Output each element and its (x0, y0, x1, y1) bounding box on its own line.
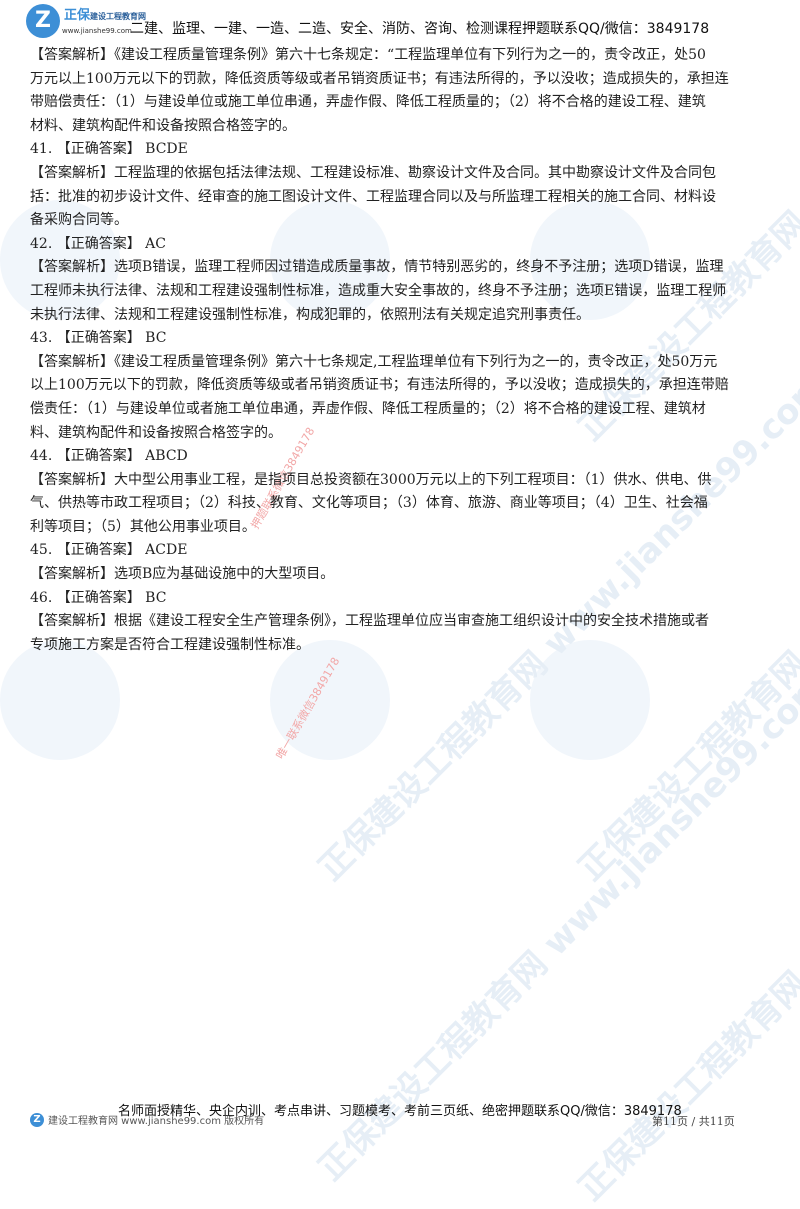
header-text: 二建、监理、一建、一造、二造、安全、消防、咨询、检测课程押题联系QQ/微信：38… (130, 21, 710, 37)
analysis-line: 【答案解析】工程监理的依据包括法律法规、工程建设标准、勘察设计文件及合同。其中勘… (30, 164, 716, 181)
logo-brand: 正保建设工程教育网 (64, 8, 147, 23)
analysis-line: 气、供热等市政工程项目；（2）科技、教育、文化等项目；（3）体育、旅游、商业等项… (30, 495, 708, 512)
analysis-line: 万元以上100万元以下的罚款，降低资质等级或者吊销资质证书；有违法所得的，予以没… (30, 70, 729, 87)
footer-copyright: Z 建设工程教育网 www.jianshe99.com 版权所有 (30, 1112, 264, 1127)
analysis-line: 料、建筑构配件和设备按照合格签字的。 (30, 424, 282, 441)
watermark-logo (270, 640, 390, 760)
analysis-line: 带赔偿责任：（1）与建设单位或施工单位串通，弄虚作假、降低工程质量的；（2）将不… (30, 94, 706, 111)
watermark-logo (0, 640, 120, 760)
analysis-line: 利等项目；（5）其他公用事业项目。 (30, 518, 256, 535)
footer-promo: 名师面授精华、央企内训、考点串讲、习题模考、考前三页纸、绝密押题联系QQ/微信：… (118, 1104, 682, 1119)
analysis-line: 材料、建筑构配件和设备按照合格签字的。 (30, 117, 296, 134)
analysis-line: 备采购合同等。 (30, 212, 128, 229)
analysis-line: 【答案解析】大中型公用事业工程，是指项目总投资额在3000万元以上的下列工程项目… (30, 471, 712, 488)
analysis-line: 未执行法律、法规和工程建设强制性标准，构成犯罪的，依照刑法有关规定追究刑事责任。 (30, 306, 590, 323)
document-body: 【答案解析】《建设工程质量管理条例》第六十七条规定：“工程监理单位有下列行为之一… (30, 44, 775, 657)
analysis-line: 专项施工方案是否符合工程建设强制性标准。 (30, 636, 310, 653)
analysis-line: 括：批准的初步设计文件、经审查的施工图设计文件、工程监理合同以及与所监理工程相关… (30, 188, 716, 205)
watermark-logo (270, 200, 390, 320)
page-header: Z 正保建设工程教育网 www.jianshe99.com 二建、监理、一建、一… (22, 2, 792, 42)
answer-line: 43. 【正确答案】 BC (30, 330, 167, 347)
analysis-line: 【答案解析】根据《建设工程安全生产管理条例》，工程监理单位应当审查施工组织设计中… (30, 613, 709, 630)
analysis-line: 以上100万元以下的罚款，降低资质等级或者吊销资质证书；有违法所得的，予以没收；… (30, 377, 729, 394)
analysis-line: 偿责任：（1）与建设单位或者施工单位串通，弄虚作假、降低工程质量的；（2）将不合… (30, 400, 706, 417)
footer-copyright-text: 建设工程教育网 www.jianshe99.com 版权所有 (48, 1116, 265, 1127)
watermark-logo (0, 200, 120, 320)
analysis-line: 【答案解析】《建设工程质量管理条例》第六十七条规定,工程监理单位有下列行为之一的… (30, 353, 718, 370)
analysis-line: 【答案解析】《建设工程质量管理条例》第六十七条规定：“工程监理单位有下列行为之一… (30, 47, 706, 63)
watermark-text: 正保建设工程教育网 www.jianshe99.com (570, 685, 800, 1209)
page-number: 第11页 / 共11页 (652, 1115, 735, 1128)
analysis-line: 【答案解析】选项B错误，监理工程师因过错造成质量事故，情节特别恶劣的，终身不予注… (30, 259, 724, 276)
logo-site: www.jianshe99.com (62, 27, 132, 35)
analysis-line: 工程师未执行法律、法规和工程建设强制性标准，造成重大安全事故的，终身不予注册；选… (30, 282, 727, 299)
answer-line: 41. 【正确答案】 BCDE (30, 141, 188, 158)
logo-icon: Z (30, 1112, 44, 1127)
answer-line: 42. 【正确答案】 AC (30, 235, 166, 252)
logo-icon: Z (26, 4, 60, 38)
watermark-logo (530, 200, 650, 320)
watermark-logo (530, 640, 650, 760)
answer-line: 46. 【正确答案】 BC (30, 589, 167, 606)
analysis-line: 【答案解析】选项B应为基础设施中的大型项目。 (30, 566, 335, 583)
answer-line: 45. 【正确答案】 ACDE (30, 542, 188, 559)
answer-line: 44. 【正确答案】 ABCD (30, 448, 188, 465)
